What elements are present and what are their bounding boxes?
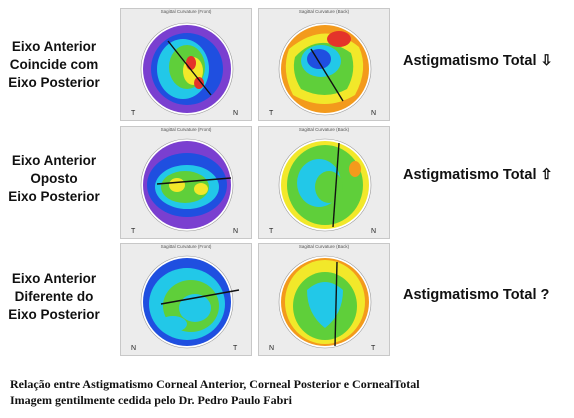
- svg-text:N: N: [371, 228, 376, 235]
- svg-text:T: T: [269, 228, 274, 235]
- svg-text:T: T: [233, 345, 238, 352]
- posterior-map-row-1: Sagittal Curvature (Back) T N: [258, 8, 390, 121]
- caption-line-2: Imagem gentilmente cedida pelo Dr. Pedro…: [10, 393, 292, 407]
- left-label-row-3: Eixo Anterior Diferente do Eixo Posterio…: [8, 271, 100, 322]
- svg-text:N: N: [371, 110, 376, 117]
- svg-text:T: T: [371, 345, 376, 352]
- anterior-map-row-1: Sagittal Curvature (Front) T N: [120, 8, 252, 121]
- total-astigmatism-row-3: Astigmatismo Total ?: [403, 287, 550, 303]
- anterior-map-row-3: Sagittal Curvature (Front) N T: [120, 243, 252, 356]
- total-astigmatism-row-2: Astigmatismo Total ⇧: [403, 167, 553, 183]
- svg-text:N: N: [233, 228, 238, 235]
- svg-text:T: T: [269, 110, 274, 117]
- total-astigmatism-row-1: Astigmatismo Total ⇩: [403, 53, 553, 69]
- posterior-map-row-2: Sagittal Curvature (Back) T N: [258, 126, 390, 239]
- left-label-row-2: Eixo Anterior Oposto Eixo Posterior: [8, 153, 100, 204]
- anterior-map-row-2: Sagittal Curvature (Front) T N: [120, 126, 252, 239]
- left-label-row-1: Eixo Anterior Coincide com Eixo Posterio…: [8, 39, 100, 90]
- svg-text:N: N: [233, 110, 238, 117]
- posterior-map-row-3: Sagittal Curvature (Back) N T: [258, 243, 390, 356]
- svg-text:T: T: [131, 110, 136, 117]
- caption-line-1: Relação entre Astigmatismo Corneal Anter…: [10, 377, 420, 391]
- svg-text:N: N: [131, 345, 136, 352]
- svg-text:N: N: [269, 345, 274, 352]
- svg-text:T: T: [131, 228, 136, 235]
